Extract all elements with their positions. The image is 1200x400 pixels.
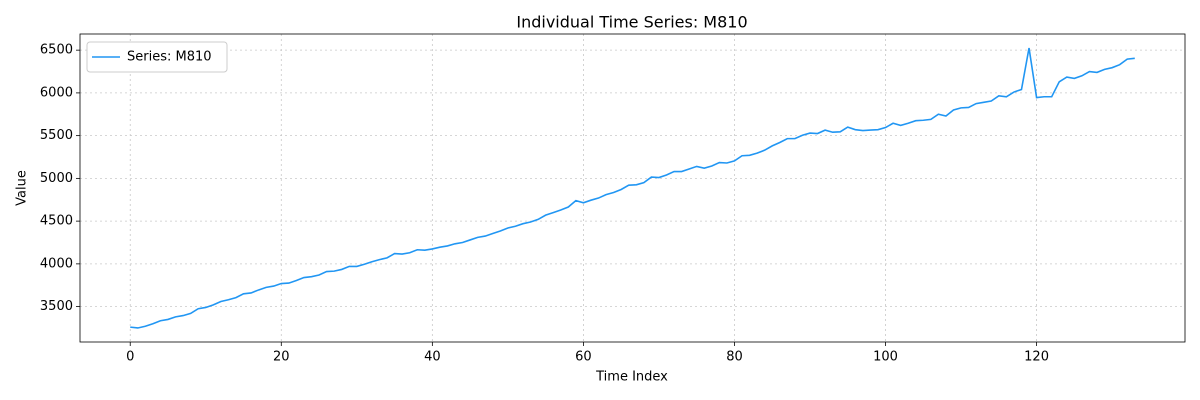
y-tick-label: 6000 xyxy=(40,85,73,100)
y-tick-label: 5500 xyxy=(40,128,73,143)
y-tick-label: 3500 xyxy=(40,299,73,314)
x-tick-label: 100 xyxy=(873,350,898,365)
y-axis-label: Value xyxy=(15,170,30,206)
x-tick-label: 20 xyxy=(273,350,290,365)
plot-frame xyxy=(79,33,1186,343)
x-tick-label: 0 xyxy=(126,350,134,365)
y-tick-label: 4500 xyxy=(40,214,73,229)
chart-title: Individual Time Series: M810 xyxy=(516,13,747,32)
y-tick-label: 5000 xyxy=(40,171,73,186)
legend-label: Series: M810 xyxy=(127,50,212,65)
series-line xyxy=(130,47,1135,329)
y-tick-label: 6500 xyxy=(40,43,73,58)
x-tick-label: 40 xyxy=(424,350,441,365)
x-tick-label: 80 xyxy=(726,350,743,365)
x-axis-label: Time Index xyxy=(595,370,668,385)
legend: Series: M810 xyxy=(86,41,228,73)
legend-box xyxy=(86,41,228,73)
x-tick-label: 60 xyxy=(575,350,592,365)
y-tick-label: 4000 xyxy=(40,256,73,271)
x-tick-label: 120 xyxy=(1024,350,1049,365)
